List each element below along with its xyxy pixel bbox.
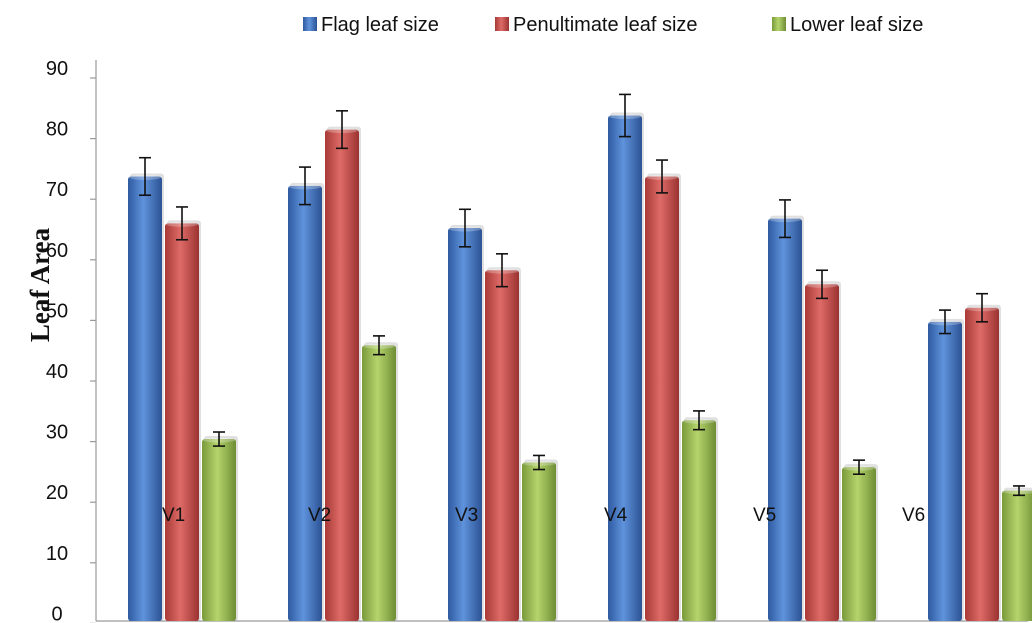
bar-lower-leaf-size-v4 bbox=[682, 420, 716, 621]
bar-lower-leaf-size-v2 bbox=[362, 345, 396, 621]
bar-penultimate-leaf-size-v4 bbox=[645, 176, 679, 621]
bar-penultimate-leaf-size-v5 bbox=[805, 284, 839, 621]
y-tick-label: 50 bbox=[46, 300, 68, 322]
bar-flag-leaf-size-v5 bbox=[768, 218, 802, 621]
bar-penultimate-leaf-size-v3 bbox=[485, 270, 519, 621]
legend-label-flag-leaf-size: Flag leaf size bbox=[321, 14, 439, 36]
bar-flag-leaf-size-v6 bbox=[928, 321, 962, 621]
y-axis-ticks: 90 80 70 60 50 40 30 20 10 0 bbox=[46, 58, 96, 623]
bar-lower-leaf-size-v1 bbox=[202, 439, 236, 621]
category-label-v3: V3 bbox=[455, 505, 478, 526]
legend-label-penultimate-leaf-size: Penultimate leaf size bbox=[513, 14, 698, 36]
y-tick-label: 90 bbox=[46, 58, 68, 80]
category-label-v6: V6 bbox=[902, 505, 925, 526]
chart-legend: Flag leaf size Penultimate leaf size Low… bbox=[303, 14, 923, 36]
bar-flag-leaf-size-v4 bbox=[608, 115, 642, 621]
legend-swatch-penultimate-leaf-size bbox=[495, 17, 509, 31]
category-label-v4: V4 bbox=[604, 505, 628, 526]
y-tick-label: 20 bbox=[46, 482, 68, 504]
chart-bars bbox=[128, 93, 1032, 622]
bar-flag-leaf-size-v3 bbox=[448, 228, 482, 622]
bar-penultimate-leaf-size-v6 bbox=[965, 307, 999, 621]
bar-flag-leaf-size-v2 bbox=[288, 185, 322, 621]
category-labels: V1 V2 V3 V4 V5 V6 bbox=[162, 505, 925, 526]
y-tick-label: 70 bbox=[46, 179, 68, 201]
y-tick-label: 10 bbox=[46, 543, 68, 565]
bar-penultimate-leaf-size-v1 bbox=[165, 223, 199, 621]
y-tick-label: 80 bbox=[46, 119, 68, 141]
bar-flag-leaf-size-v1 bbox=[128, 176, 162, 621]
legend-swatch-lower-leaf-size bbox=[772, 17, 786, 31]
y-tick-label: 60 bbox=[46, 240, 68, 262]
bar-lower-leaf-size-v5 bbox=[842, 467, 876, 621]
bar-penultimate-leaf-size-v2 bbox=[325, 129, 359, 622]
category-label-v2: V2 bbox=[308, 505, 331, 526]
category-label-v5: V5 bbox=[753, 505, 776, 526]
bar-lower-leaf-size-v6 bbox=[1002, 490, 1032, 621]
y-axis-label: Leaf Area bbox=[25, 227, 55, 342]
bar-highlight bbox=[1003, 489, 1032, 495]
legend-swatch-flag-leaf-size bbox=[303, 17, 317, 31]
y-tick-label: 40 bbox=[46, 361, 68, 383]
legend-label-lower-leaf-size: Lower leaf size bbox=[790, 14, 923, 36]
y-tick-label: 30 bbox=[46, 422, 68, 444]
bar-lower-leaf-size-v3 bbox=[522, 462, 556, 621]
y-tick-label: 0 bbox=[51, 603, 62, 623]
category-label-v1: V1 bbox=[162, 505, 185, 526]
